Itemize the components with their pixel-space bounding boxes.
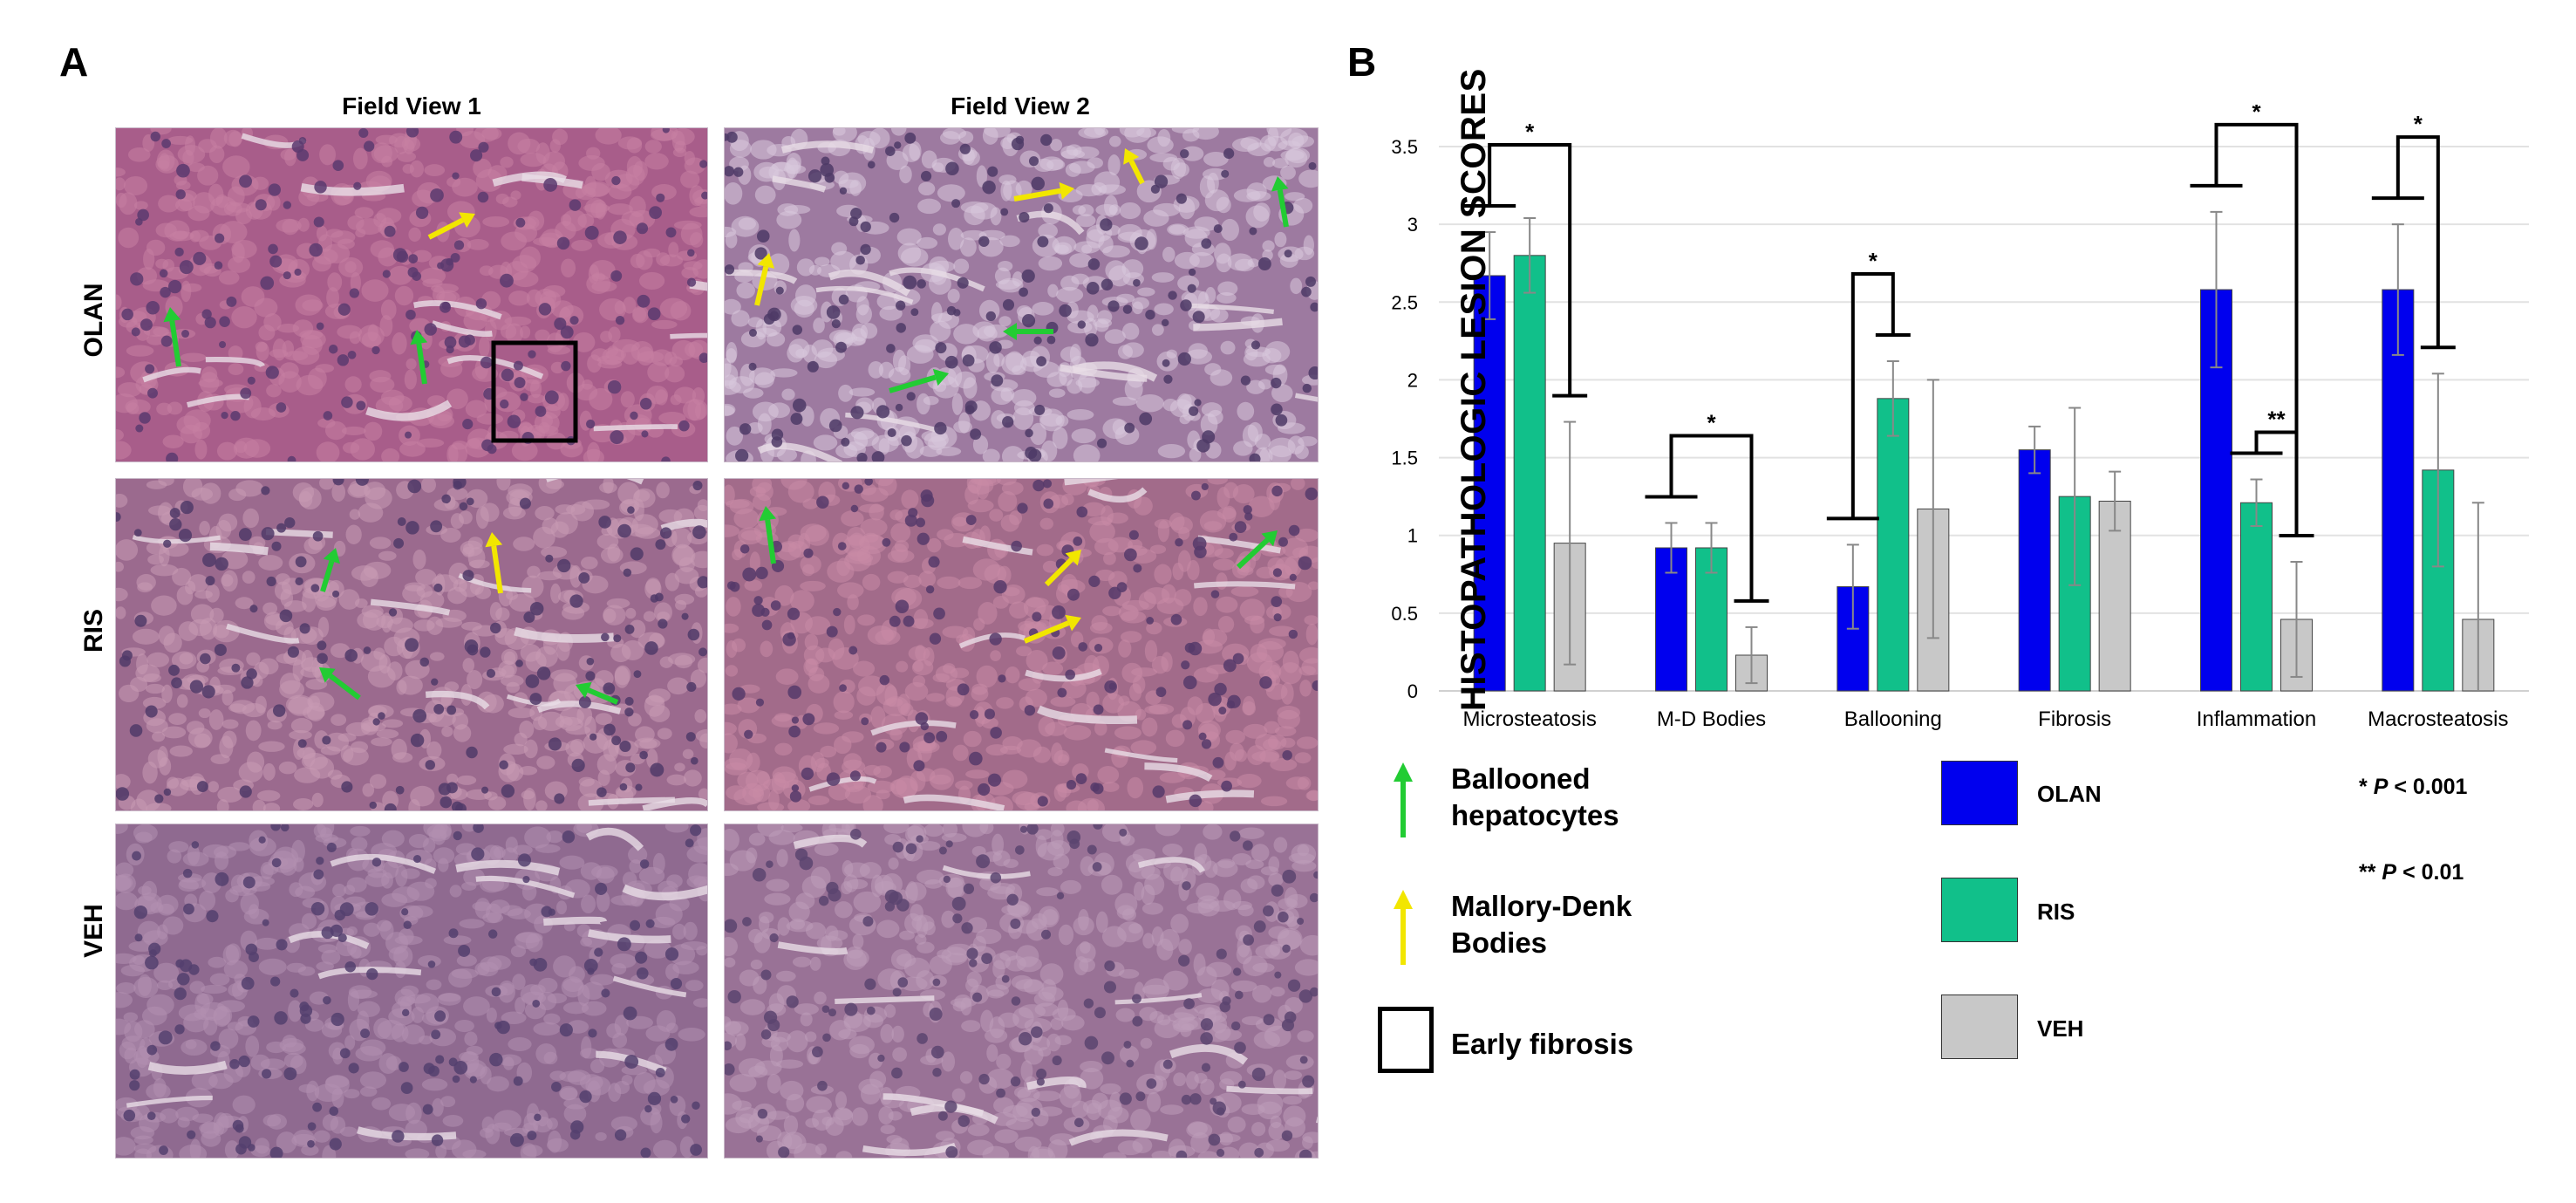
early-fibrosis-box xyxy=(491,340,578,443)
y-tick-label: 2 xyxy=(1407,369,1418,391)
panel-label-b: B xyxy=(1347,39,1377,85)
yellow-arrow-icon xyxy=(1394,890,1413,965)
green-arrow-icon xyxy=(319,667,361,701)
legend-label-veh: VEH xyxy=(2037,1015,2084,1042)
bar-olan xyxy=(1473,275,1506,692)
green-arrow-icon xyxy=(1394,762,1413,837)
micrograph-ris-1 xyxy=(115,478,708,811)
y-tick-label: 0.5 xyxy=(1391,603,1418,625)
x-tick-label: M-D Bodies xyxy=(1657,707,1766,731)
legend-ballooned-label: Ballooned hepatocytes xyxy=(1451,762,1619,831)
legend-mallory-denk-label: Mallory-Denk Bodies xyxy=(1451,890,1632,959)
green-arrow-icon xyxy=(576,681,619,705)
green-arrow-icon xyxy=(889,368,949,393)
green-arrow-icon xyxy=(320,548,340,592)
y-tick-label: 2.5 xyxy=(1391,291,1418,313)
legend-label-olan: OLAN xyxy=(2037,781,2102,807)
yellow-arrow-icon xyxy=(427,212,475,240)
significance-bracket: ** xyxy=(2230,407,2314,538)
x-tick-label: Microsteatosis xyxy=(1462,707,1596,731)
y-tick-label: 3.5 xyxy=(1391,136,1418,158)
y-axis-label: HISTOPATHOLOGIC LESION SCORES xyxy=(1455,68,1493,711)
significance-label: * xyxy=(1869,248,1878,274)
bar-olan xyxy=(2018,449,2051,692)
x-tick-label: Fibrosis xyxy=(2038,707,2111,731)
micrograph-olan-2 xyxy=(724,127,1319,462)
yellow-arrow-icon xyxy=(1123,148,1145,185)
x-tick-label: Macrosteatosis xyxy=(2368,707,2508,731)
yellow-arrow-icon xyxy=(1023,614,1081,644)
significance-label: ** xyxy=(2267,407,2286,433)
legend-swatch-veh xyxy=(1941,995,2018,1059)
early-fibrosis-box-icon xyxy=(1378,1007,1434,1073)
pvalue-note-2: ** P < 0.01 xyxy=(2359,860,2464,885)
micrograph-olan-1 xyxy=(115,127,708,462)
significance-label: * xyxy=(2414,111,2423,137)
micrograph-veh-2 xyxy=(724,824,1319,1159)
legend-swatch-olan xyxy=(1941,761,2018,825)
micrograph-veh-1 xyxy=(115,824,708,1159)
green-arrow-icon xyxy=(1236,530,1278,570)
significance-bracket: * xyxy=(1463,119,1588,398)
panel-label-a: A xyxy=(59,39,89,85)
significance-label: * xyxy=(1707,409,1716,435)
green-arrow-icon xyxy=(410,330,428,385)
y-tick-label: 1 xyxy=(1407,525,1418,547)
yellow-arrow-icon xyxy=(485,532,503,594)
green-arrow-icon xyxy=(1271,176,1289,228)
legend-early-fibrosis-label: Early fibrosis xyxy=(1451,1028,1634,1060)
y-tick-label: 3 xyxy=(1407,214,1418,236)
column-title-field-view-1: Field View 1 xyxy=(342,92,481,120)
green-arrow-icon xyxy=(163,307,181,367)
significance-bracket: * xyxy=(1826,248,1911,521)
bar-ris xyxy=(1877,398,1910,692)
significance-label: * xyxy=(1525,119,1535,145)
bar-ris xyxy=(2240,502,2273,692)
legend-swatch-ris xyxy=(1941,878,2018,942)
yellow-arrow-icon xyxy=(1013,181,1074,202)
significance-label: * xyxy=(2252,105,2261,125)
significance-bracket: * xyxy=(1645,409,1769,603)
bar-olan xyxy=(2382,289,2415,692)
column-title-field-view-2: Field View 2 xyxy=(951,92,1090,120)
yellow-arrow-icon xyxy=(754,253,775,306)
micrograph-annotations xyxy=(163,148,1289,705)
x-tick-label: Inflammation xyxy=(2197,707,2316,731)
bar-veh xyxy=(2098,500,2131,692)
x-tick-label: Ballooning xyxy=(1844,707,1942,731)
pvalue-note-1: * P < 0.001 xyxy=(2359,775,2468,799)
yellow-arrow-icon xyxy=(1044,550,1081,587)
bar-ris xyxy=(1513,255,1546,692)
significance-bracket: * xyxy=(2371,111,2456,350)
green-arrow-icon xyxy=(759,506,777,564)
green-arrow-icon xyxy=(1003,323,1053,340)
micrograph-ris-2 xyxy=(724,478,1319,811)
y-tick-label: 0 xyxy=(1407,680,1418,702)
y-tick-label: 1.5 xyxy=(1391,448,1418,469)
legend-label-ris: RIS xyxy=(2037,899,2075,925)
lesion-score-chart: 0 0.5 1 1.5 2 2.5 3 3.5 Microsteatosis M-D Bodies… xyxy=(1391,105,2529,731)
